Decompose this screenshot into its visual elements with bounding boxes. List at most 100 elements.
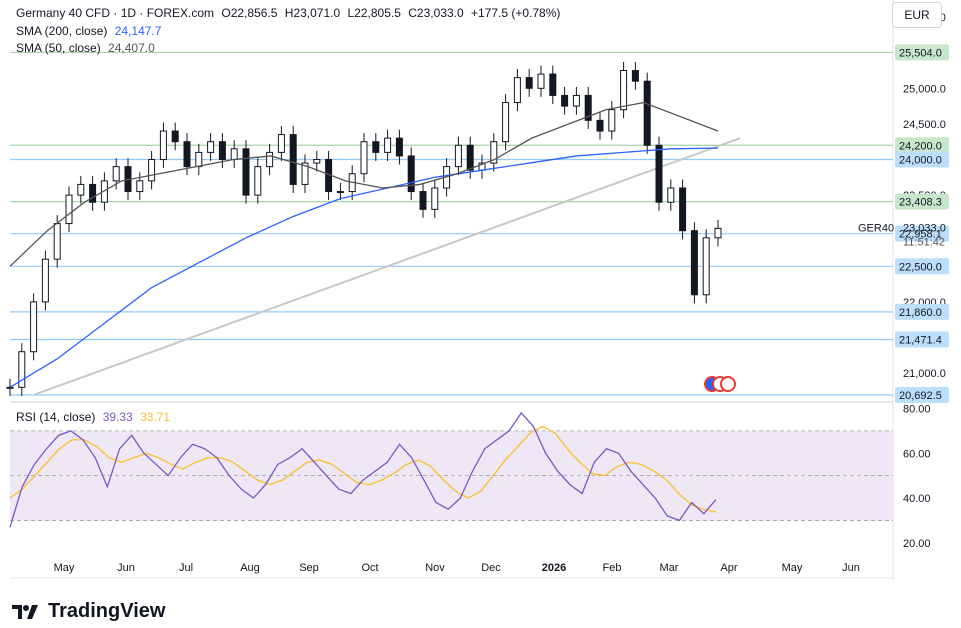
candle-body <box>643 80 651 146</box>
rsi-ma-value: 33.71 <box>140 410 171 424</box>
candle <box>159 122 167 169</box>
candle-body <box>572 94 580 107</box>
sma50-label: SMA (50, close) <box>16 41 101 55</box>
candle <box>537 65 545 97</box>
candle-body <box>454 144 462 168</box>
candle-body <box>171 130 179 143</box>
candle <box>301 154 309 193</box>
price-level-tag-bg <box>895 193 949 210</box>
price-level-tag-bg <box>895 151 949 168</box>
price-level-label: 22,500.0 <box>899 261 942 273</box>
candle <box>596 111 604 140</box>
candle-body <box>77 183 85 196</box>
candle-body <box>30 301 38 353</box>
candle <box>65 186 73 233</box>
time-axis-label: Aug <box>240 562 260 574</box>
price-level-label: 21,471.4 <box>899 335 942 347</box>
candle <box>266 143 274 176</box>
candle <box>89 175 97 211</box>
price-level-tag-bg <box>895 137 949 154</box>
candle <box>18 343 26 396</box>
time-axis-label: Oct <box>361 562 378 574</box>
candle-body <box>537 73 545 89</box>
time-axis-label: Apr <box>720 562 737 574</box>
sma50-value: 24,407.0 <box>108 41 155 55</box>
price-level-label: 25,504.0 <box>899 47 942 59</box>
candle <box>171 122 179 151</box>
time-axis-label: Dec <box>481 562 501 574</box>
sma50-line <box>9 101 719 267</box>
trend-line <box>34 137 741 396</box>
rsi-ma-line <box>9 425 717 513</box>
candle <box>502 94 510 151</box>
candle-body <box>313 159 321 164</box>
candle <box>218 133 226 169</box>
candle <box>242 140 250 204</box>
ohlc-high: H23,071.0 <box>284 6 341 20</box>
price-level-tag: 24,200.0 <box>895 137 949 154</box>
candle <box>431 179 439 218</box>
candle <box>195 143 203 176</box>
symbol-title[interactable]: Germany 40 CFD · 1D · FOREX.com <box>16 6 215 20</box>
candle-body <box>549 73 557 96</box>
time-axis-label: Jun <box>842 562 860 574</box>
sma50-legend[interactable]: SMA (50, close) 24,407.0 <box>16 41 159 55</box>
candle-body <box>690 230 698 296</box>
last-price-value: 23,033.0 <box>903 222 946 234</box>
time-axis-label: Nov <box>425 562 445 574</box>
candle <box>41 250 49 311</box>
candle-body <box>89 183 97 203</box>
candle-body <box>218 141 226 161</box>
candle <box>643 72 651 154</box>
candle-body <box>266 151 274 168</box>
candle <box>572 86 580 115</box>
candle-body <box>584 94 592 121</box>
candle-body <box>195 151 203 168</box>
candle <box>490 133 498 172</box>
candle <box>549 65 557 104</box>
candle-body <box>513 77 521 104</box>
sma200-label: SMA (200, close) <box>16 24 108 38</box>
tradingview-logo[interactable]: TradingView <box>12 600 165 623</box>
candle-body <box>419 191 427 210</box>
candle-body <box>667 187 675 203</box>
candle-body <box>53 223 61 260</box>
price-level-label: 23,408.3 <box>899 197 942 209</box>
candle <box>77 175 85 204</box>
candle <box>679 179 687 240</box>
sma200-line <box>9 147 719 388</box>
candle <box>313 150 321 172</box>
rsi-tick-label: 60.00 <box>903 448 931 460</box>
candle-body <box>490 141 498 164</box>
symbol-header: Germany 40 CFD · 1D · FOREX.com O22,856.… <box>16 6 564 20</box>
candle-body <box>242 148 250 196</box>
candle-body <box>620 70 628 111</box>
time-axis-label: Feb <box>603 562 622 574</box>
price-level-tag-bg <box>895 386 949 403</box>
ohlc-change: +177.5 (+0.78%) <box>470 6 561 20</box>
price-level-tag: 20,692.5 <box>895 386 949 403</box>
ohlc-open: O22,856.5 <box>221 6 278 20</box>
candle-body <box>395 137 403 157</box>
candle <box>513 69 521 112</box>
candle-body <box>159 130 167 161</box>
candle-body <box>714 227 722 239</box>
currency-button[interactable]: EUR <box>892 2 942 28</box>
candle <box>30 293 38 361</box>
candle-body <box>207 141 215 153</box>
rsi-value: 39.33 <box>102 410 133 424</box>
price-level-tag: 22,958.1 <box>895 225 949 242</box>
ohlc-low: L22,805.5 <box>347 6 401 20</box>
candle <box>289 126 297 193</box>
sma200-legend[interactable]: SMA (200, close) 24,147.7 <box>16 24 165 38</box>
candle-body <box>502 102 510 143</box>
price-level-label: 22,958.1 <box>899 229 942 241</box>
candle-body <box>525 77 533 89</box>
tradingview-logo-text: TradingView <box>48 600 166 622</box>
candle-body <box>466 144 474 171</box>
candle-body <box>561 94 569 107</box>
rsi-legend[interactable]: RSI (14, close) 39.33 33.71 <box>16 410 174 424</box>
candle-body <box>183 141 191 168</box>
rsi-tick-label: 80.00 <box>903 403 931 415</box>
